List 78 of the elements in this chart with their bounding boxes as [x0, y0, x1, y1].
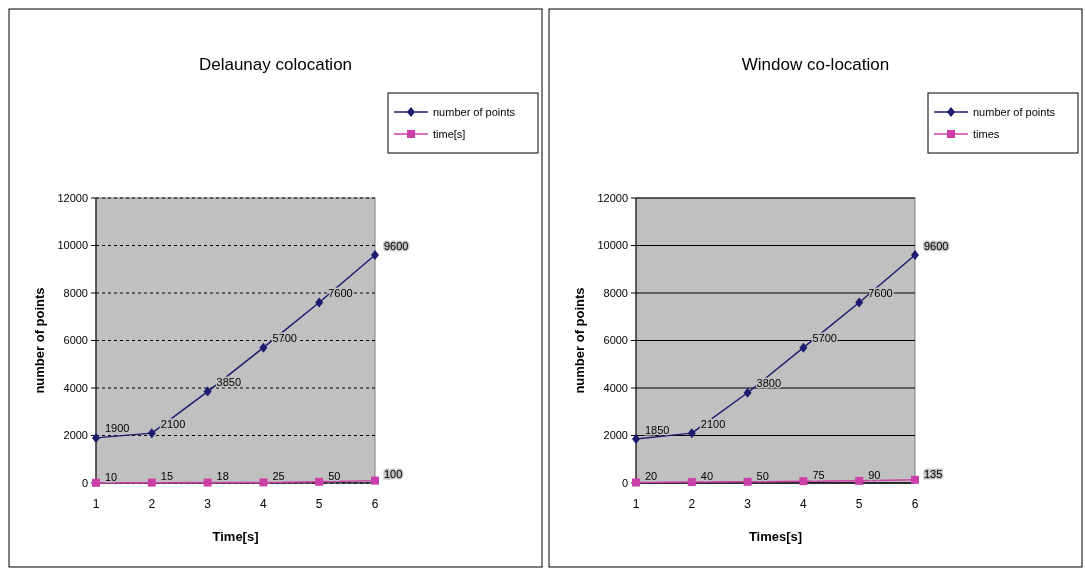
- point: [743, 387, 752, 398]
- x-tick-label: 2: [688, 497, 696, 511]
- y-tick-label: 0: [81, 476, 88, 489]
- data-label: 75: [812, 469, 825, 482]
- point: [911, 475, 919, 484]
- data-label: 20: [645, 470, 658, 483]
- x-tick-label: 3: [204, 497, 212, 511]
- y-tick-label: 4000: [603, 381, 628, 394]
- y-tick-label: 10000: [57, 239, 88, 252]
- chart-title: Delaunay colocation: [198, 55, 353, 74]
- point: [147, 478, 156, 487]
- data-label: 25: [272, 470, 285, 483]
- point: [371, 476, 379, 485]
- data-label: 3850: [216, 376, 242, 389]
- legend-label: time[s]: [433, 127, 466, 140]
- data-label: 1900: [105, 422, 130, 435]
- chart-title: Window co-location: [741, 55, 890, 74]
- x-tick-label: 6: [911, 497, 919, 511]
- data-label: 9600: [384, 239, 409, 252]
- data-label: 7600: [328, 287, 353, 299]
- y-tick-label: 0: [621, 476, 628, 489]
- y-tick-label: 12000: [597, 191, 628, 204]
- data-label: 40: [700, 469, 714, 482]
- point: [799, 477, 808, 486]
- point: [92, 432, 100, 443]
- data-label: 3800: [756, 377, 782, 390]
- legend-label: number of points: [433, 105, 516, 118]
- data-label: 15: [160, 470, 174, 483]
- data-label: 135: [924, 467, 943, 480]
- point: [203, 478, 212, 487]
- y-tick-label: 6000: [63, 334, 88, 347]
- point: [147, 428, 156, 439]
- data-label: 10: [105, 470, 118, 483]
- x-tick-label: 5: [315, 497, 323, 511]
- x-axis-title: Time[s]: [212, 529, 259, 544]
- x-tick-label: 2: [148, 497, 156, 511]
- data-label: 9600: [924, 239, 949, 252]
- data-label: 1850: [645, 423, 670, 436]
- x-tick-label: 1: [92, 497, 100, 511]
- y-axis-title: number of points: [572, 287, 587, 394]
- point: [687, 428, 696, 439]
- y-tick-label: 10000: [597, 239, 628, 252]
- point: [687, 478, 696, 487]
- y-tick-label: 8000: [63, 286, 88, 299]
- legend-label: number of points: [973, 105, 1056, 118]
- point: [315, 477, 324, 486]
- data-label: 7600: [868, 287, 893, 299]
- x-tick-label: 5: [855, 497, 863, 511]
- data-label: 18: [216, 470, 229, 483]
- y-axis-title: number of points: [32, 287, 47, 394]
- point: [911, 250, 919, 260]
- y-tick-label: 2000: [603, 429, 628, 442]
- point: [315, 297, 324, 308]
- point: [203, 386, 212, 397]
- y-tick-label: 12000: [57, 191, 88, 204]
- data-label: 50: [328, 469, 341, 482]
- x-tick-label: 3: [744, 497, 752, 511]
- y-tick-label: 6000: [603, 334, 628, 347]
- x-tick-label: 4: [260, 497, 268, 511]
- x-tick-label: 6: [371, 497, 379, 511]
- point: [743, 477, 752, 486]
- point: [855, 297, 864, 308]
- point: [259, 478, 268, 487]
- data-label: 100: [384, 468, 403, 481]
- data-label: 50: [756, 469, 769, 482]
- x-axis-title: Times[s]: [748, 529, 803, 544]
- legend-label: times: [973, 127, 1000, 140]
- x-tick-label: 1: [632, 497, 640, 511]
- point: [799, 342, 808, 353]
- y-tick-label: 2000: [63, 429, 88, 442]
- point: [259, 342, 268, 353]
- x-tick-label: 4: [800, 497, 808, 511]
- y-tick-label: 4000: [63, 381, 88, 394]
- point: [371, 250, 379, 260]
- point: [632, 434, 640, 445]
- y-tick-label: 8000: [603, 286, 628, 299]
- point: [855, 476, 864, 485]
- data-label: 90: [868, 468, 881, 481]
